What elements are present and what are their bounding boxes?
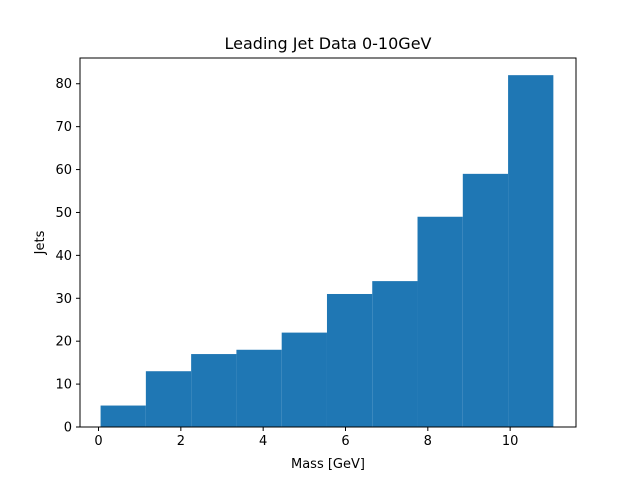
x-tick-label-4: 8: [424, 434, 432, 449]
y-tick-label-5: 50: [55, 206, 72, 221]
bars-group: [100, 75, 554, 428]
histogram-bar-0: [100, 405, 146, 427]
x-ticks: 0 2 4 6 8 10: [94, 427, 518, 449]
histogram-bar-7: [417, 216, 463, 427]
histogram-bar-3: [236, 349, 282, 427]
y-tick-label-0: 0: [64, 421, 72, 436]
x-tick-label-2: 4: [259, 434, 267, 449]
x-tick-label-5: 10: [502, 434, 519, 449]
y-tick-label-2: 20: [55, 335, 72, 350]
y-tick-label-7: 70: [55, 120, 72, 135]
y-tick-label-4: 40: [55, 249, 72, 264]
histogram-bar-9: [508, 75, 554, 428]
histogram-bar-1: [145, 371, 192, 427]
y-tick-label-8: 80: [55, 77, 72, 92]
x-tick-label-3: 6: [341, 434, 349, 449]
x-axis-label: Mass [GeV]: [291, 457, 365, 472]
y-tick-label-6: 60: [55, 163, 72, 178]
histogram-bar-2: [191, 354, 237, 427]
y-tick-label-3: 30: [55, 292, 72, 307]
x-tick-label-0: 0: [94, 434, 102, 449]
histogram-bar-4: [281, 332, 327, 427]
y-tick-label-1: 10: [55, 378, 72, 393]
histogram-bar-6: [372, 281, 418, 427]
histogram-bar-5: [326, 293, 373, 427]
histogram-bar-8: [462, 173, 509, 427]
y-axis-label: Jets: [33, 230, 48, 255]
plot-frame: [79, 57, 577, 428]
y-ticks: 0 10 20 30 40 50 60 70 80: [55, 77, 80, 436]
x-tick-label-1: 2: [177, 434, 185, 449]
chart-title: Leading Jet Data 0-10GeV: [225, 34, 432, 53]
